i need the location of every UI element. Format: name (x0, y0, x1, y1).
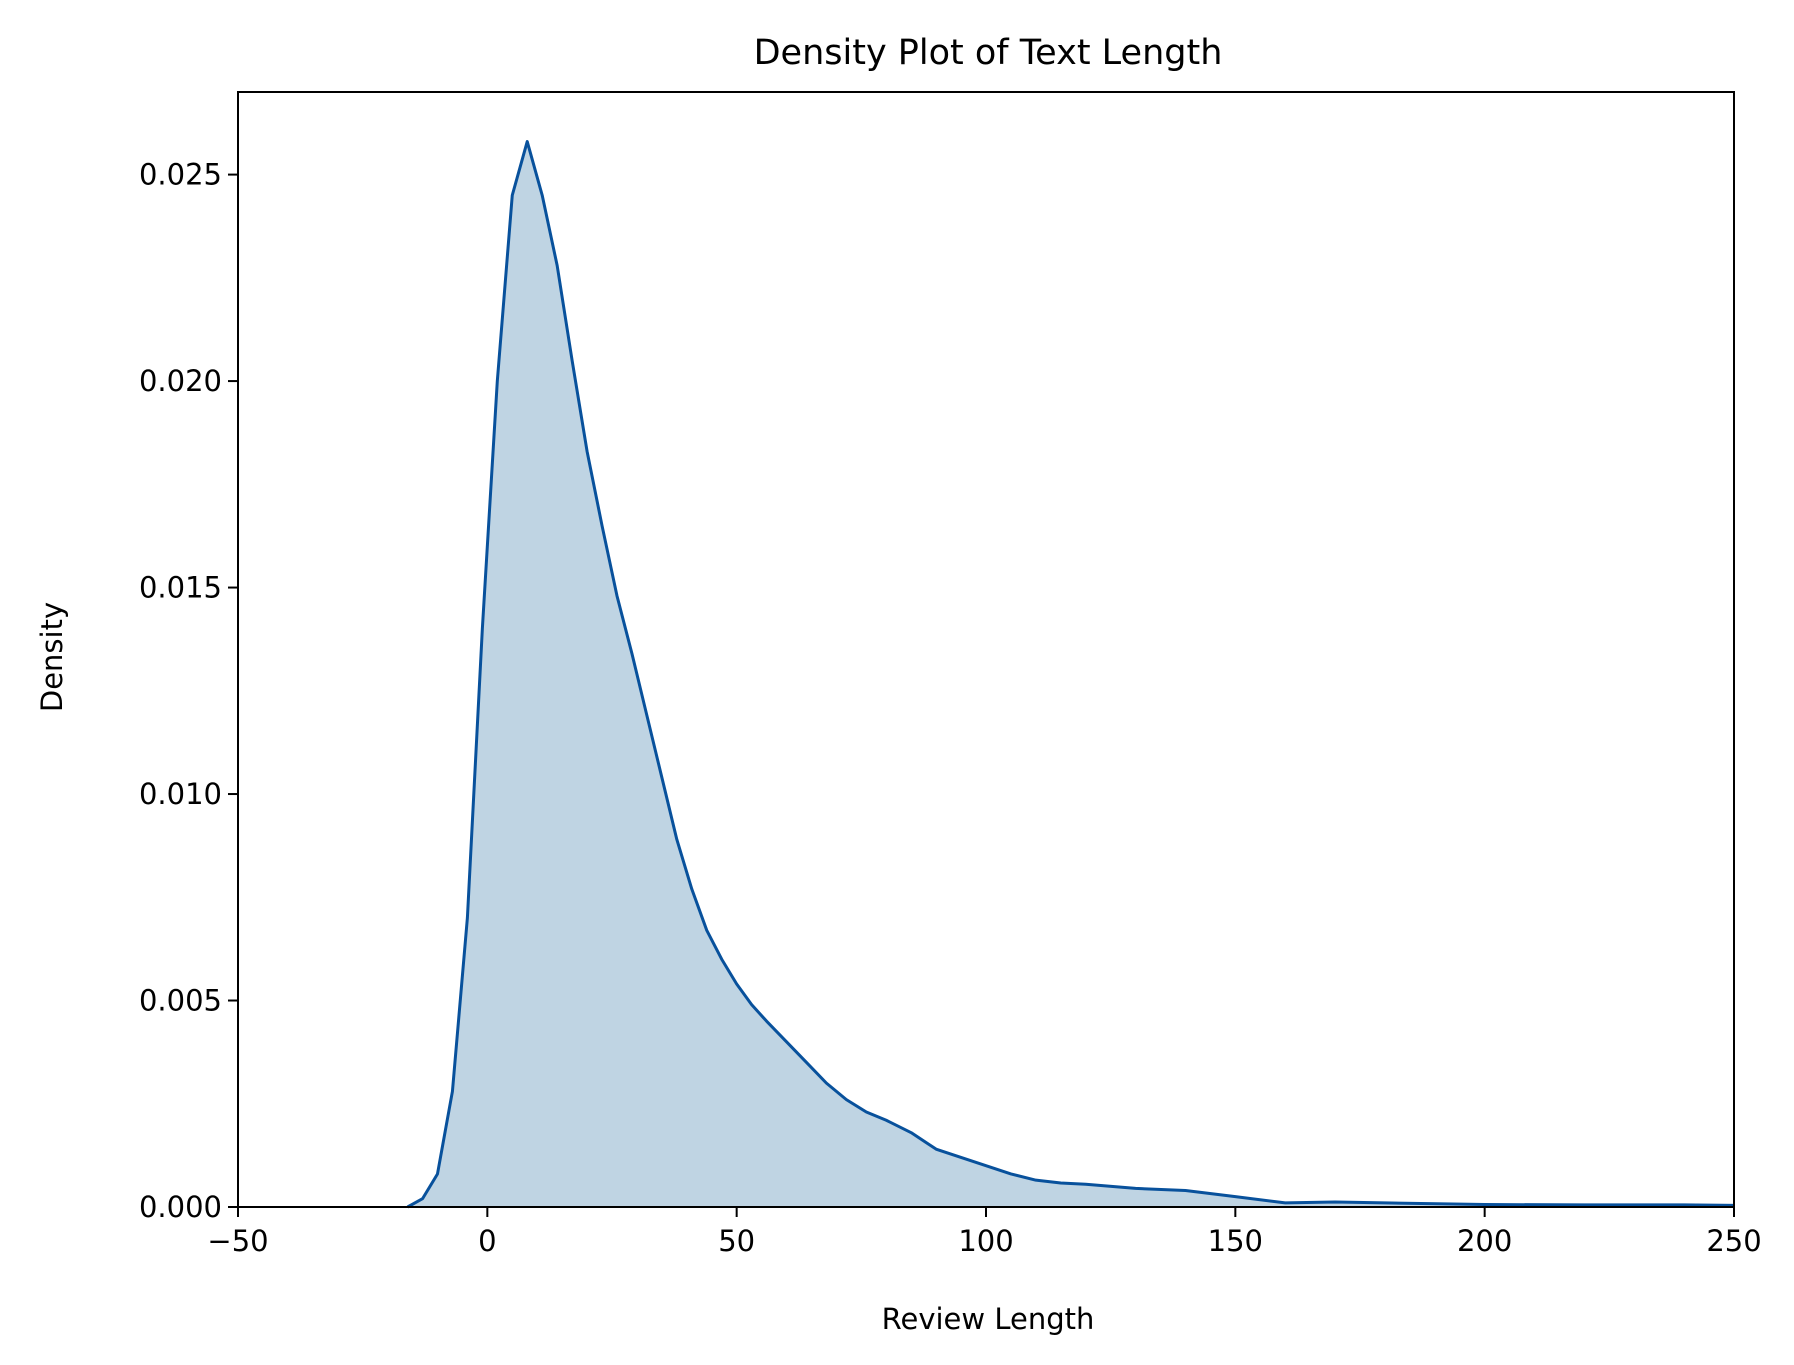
y-tick-label: 0.010 (139, 777, 222, 811)
y-tick-label: 0.020 (139, 364, 222, 398)
x-tick-label: 50 (718, 1224, 755, 1258)
x-tick-label: 150 (1208, 1224, 1263, 1258)
x-tick-label: 0 (478, 1224, 496, 1258)
chart-title: Density Plot of Text Length (754, 33, 1223, 73)
y-tick-label: 0.025 (139, 158, 222, 192)
plot-area (237, 91, 1735, 1209)
x-axis: −50 0 50 100 150 200 250 (207, 1207, 1762, 1258)
y-axis: 0.000 0.005 0.010 0.015 0.020 0.025 (139, 158, 238, 1224)
x-tick-label: −50 (207, 1224, 268, 1258)
x-tick-label: 100 (958, 1224, 1013, 1258)
x-axis-label: Review Length (882, 1302, 1095, 1336)
y-tick-label: 0.000 (139, 1190, 222, 1224)
x-tick-label: 200 (1457, 1224, 1512, 1258)
x-tick-label: 250 (1706, 1224, 1761, 1258)
y-tick-label: 0.005 (139, 984, 222, 1018)
y-tick-label: 0.015 (139, 571, 222, 605)
density-line (406, 140, 1735, 1209)
y-axis-label: Density (35, 602, 69, 712)
density-area (407, 141, 1735, 1208)
